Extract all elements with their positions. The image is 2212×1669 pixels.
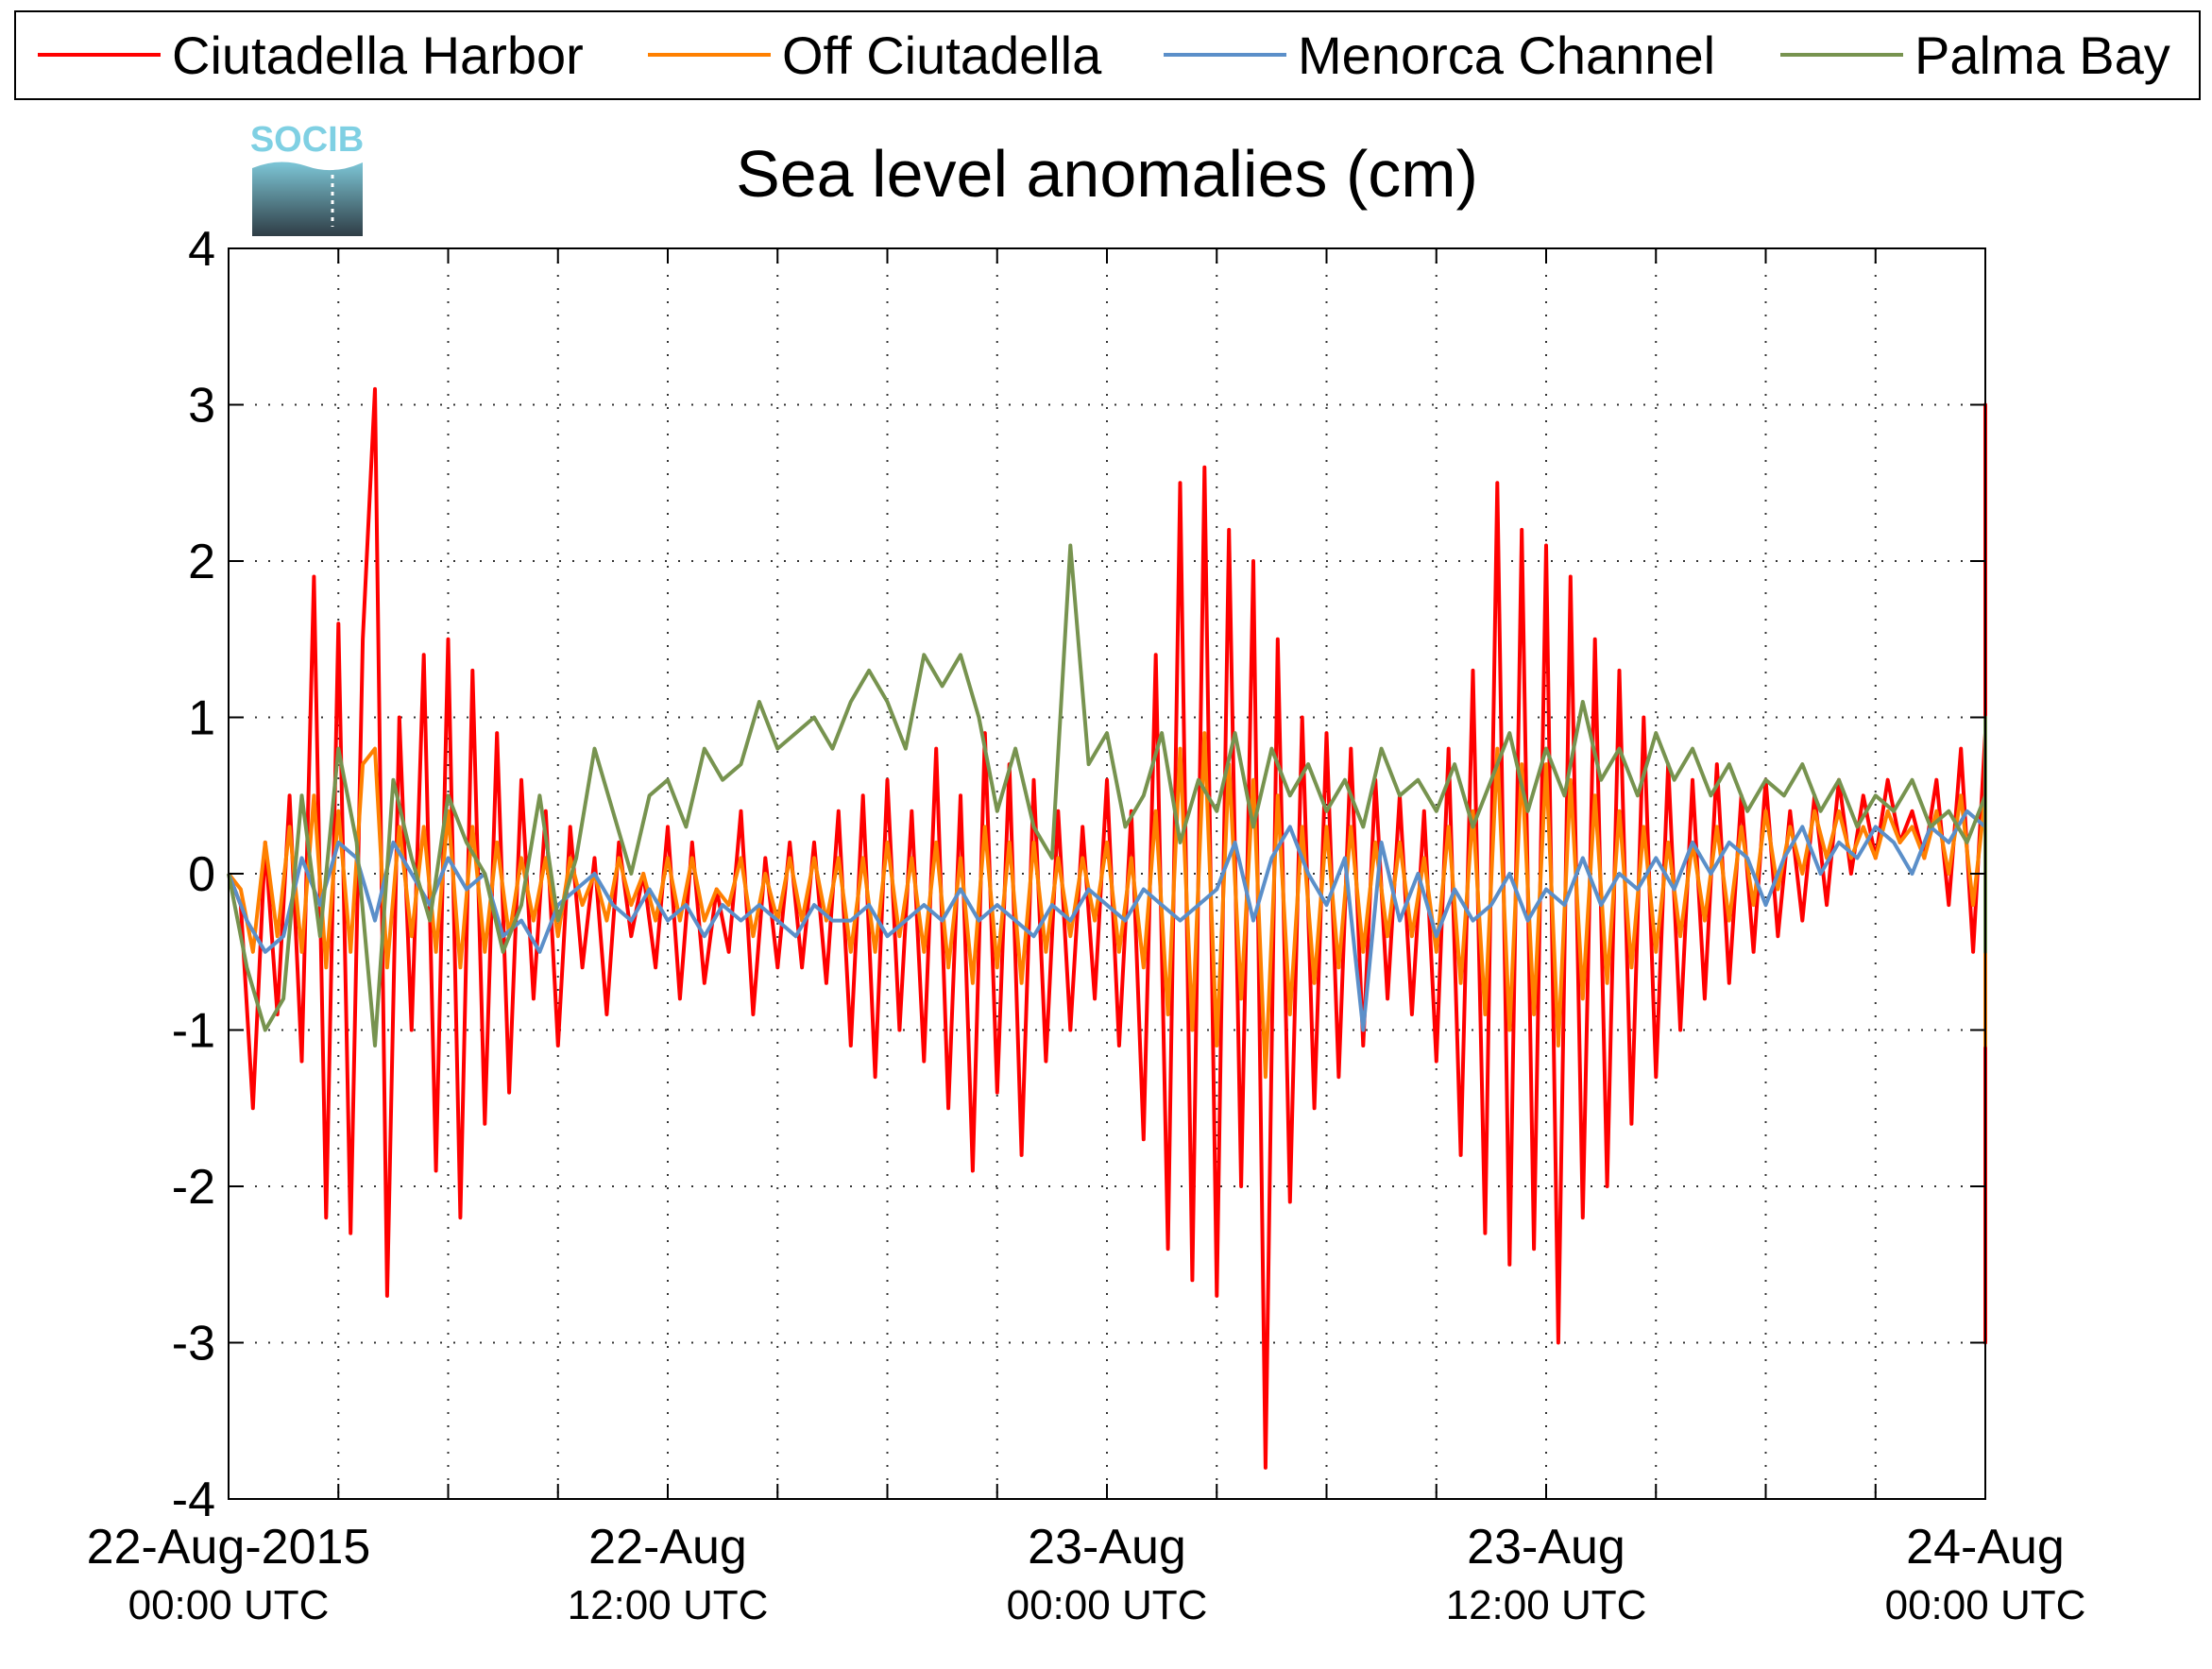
legend: Ciutadella Harbor Off Ciutadella Menorca C… xyxy=(14,10,2201,100)
legend-label: Off Ciutadella xyxy=(782,26,1102,85)
legend-label: Menorca Channel xyxy=(1298,26,1715,85)
y-tick-label: 3 xyxy=(188,379,215,434)
axis-ticks xyxy=(229,247,1985,1500)
x-tick-label-time: 12:00 UTC xyxy=(1446,1582,1647,1628)
grid xyxy=(229,248,1985,1499)
x-tick-label-date: 23-Aug xyxy=(1467,1520,1625,1575)
x-tick-label-time: 00:00 UTC xyxy=(128,1582,330,1628)
x-tick-label-time: 00:00 UTC xyxy=(1007,1582,1208,1628)
y-tick-label: 2 xyxy=(188,535,215,589)
x-tick-label-date: 22-Aug xyxy=(588,1520,747,1575)
y-tick-label: -2 xyxy=(172,1160,215,1215)
chart-title: Sea level anomalies (cm) xyxy=(736,137,1478,211)
logo-wave-icon xyxy=(252,161,363,171)
x-tick-label-date: 24-Aug xyxy=(1906,1520,2065,1575)
x-tick-label-date: 22-Aug-2015 xyxy=(87,1520,371,1575)
legend-label: Ciutadella Harbor xyxy=(172,26,584,85)
socib-logo: SOCIB xyxy=(250,120,364,236)
y-tick-label: -1 xyxy=(172,1004,215,1059)
legend-label: Palma Bay xyxy=(1914,26,2170,85)
logo-text: SOCIB xyxy=(250,120,364,160)
logo-water-icon xyxy=(252,161,363,236)
x-axis: 22-Aug-2015 00:00 UTC 22-Aug 12:00 UTC 23-Au… xyxy=(87,1520,2086,1628)
y-tick-label: 0 xyxy=(188,847,215,902)
x-tick-label-time: 12:00 UTC xyxy=(568,1582,769,1628)
y-tick-label: 4 xyxy=(188,222,215,277)
y-tick-label: 1 xyxy=(188,691,215,746)
x-tick-label-date: 23-Aug xyxy=(1028,1520,1186,1575)
y-axis: -4 -3 -2 -1 0 1 2 3 4 xyxy=(172,222,215,1527)
y-tick-label: -4 xyxy=(172,1473,215,1527)
y-tick-label: -3 xyxy=(172,1317,215,1371)
legend-items: Ciutadella Harbor Off Ciutadella Menorca C… xyxy=(38,26,2170,85)
plot-area xyxy=(227,247,1987,1500)
x-tick-label-time: 00:00 UTC xyxy=(1885,1582,2086,1628)
